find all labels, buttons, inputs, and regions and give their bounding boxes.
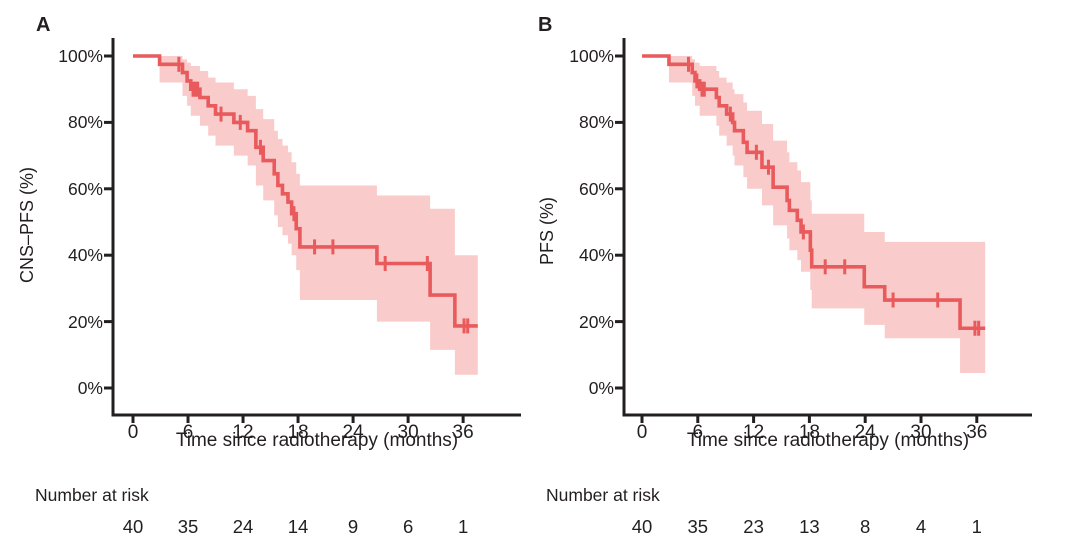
x-tick-label: 6: [182, 422, 194, 443]
at-risk-value: 6: [402, 516, 414, 537]
x-tick-label: 30: [910, 422, 932, 443]
at-risk-value: 23: [743, 516, 764, 537]
y-tick-label: 100%: [569, 46, 614, 66]
x-tick-label: 24: [342, 422, 364, 443]
y-tick-label: 100%: [58, 46, 103, 66]
panel-b: B PFS (%) Time since radiotherapy (month…: [511, 0, 1080, 551]
at-risk-value: 35: [687, 516, 709, 537]
x-tick-label: 18: [798, 422, 820, 443]
x-tick-label: 12: [232, 422, 254, 443]
x-tick-label: 6: [692, 422, 704, 443]
y-tick-label: 40%: [578, 245, 614, 266]
confidence-band: [159, 56, 478, 375]
panel-letter-b: B: [538, 14, 553, 36]
y-tick-label: 60%: [67, 178, 103, 199]
panel-a: A CNS–PFS (%) Time since radiotherapy (m…: [17, 14, 521, 537]
number-at-risk-label: Number at risk: [35, 485, 149, 505]
km-plot-a: [104, 38, 521, 423]
at-risk-value: 8: [860, 516, 871, 537]
y-tick-label: 0%: [77, 378, 103, 398]
km-curve: [133, 54, 478, 328]
at-risk-value: 13: [799, 516, 820, 537]
y-tick-label: 0%: [588, 378, 614, 398]
at-risk-value: 14: [287, 516, 309, 537]
x-tick-label: 30: [397, 422, 419, 443]
y-tick-label: 80%: [578, 112, 614, 133]
number-at-risk-label: Number at risk: [546, 485, 660, 505]
x-axis-title: Time since radiotherapy (months): [686, 430, 970, 451]
x-tick-label: 0: [636, 422, 648, 443]
at-risk-value: 1: [457, 516, 469, 537]
y-tick-label: 20%: [578, 311, 614, 332]
at-risk-value: 9: [347, 516, 359, 537]
at-risk-value: 4: [915, 516, 927, 537]
x-tick-label: 36: [966, 422, 988, 443]
at-risk-value: 24: [232, 516, 254, 537]
panel-letter-a: A: [36, 14, 51, 36]
at-risk-value: 40: [122, 516, 144, 537]
confidence-band: [668, 56, 986, 374]
x-tick-label: 24: [854, 422, 876, 443]
x-axis-title: Time since radiotherapy (months): [175, 430, 459, 451]
x-tick-label: 12: [743, 422, 765, 443]
x-tick-label: 36: [452, 422, 474, 443]
km-plot-b: [615, 38, 1032, 423]
at-risk-value: 1: [971, 516, 982, 537]
x-tick-label: 0: [127, 422, 139, 443]
at-risk-value: 35: [177, 516, 199, 537]
y-tick-label: 40%: [67, 245, 103, 266]
y-tick-label: 20%: [67, 311, 103, 332]
km-curve: [642, 54, 986, 331]
y-tick-label: 60%: [578, 178, 614, 199]
x-tick-label: 18: [287, 422, 309, 443]
at-risk-value: 40: [631, 516, 653, 537]
y-tick-label: 80%: [67, 112, 103, 133]
